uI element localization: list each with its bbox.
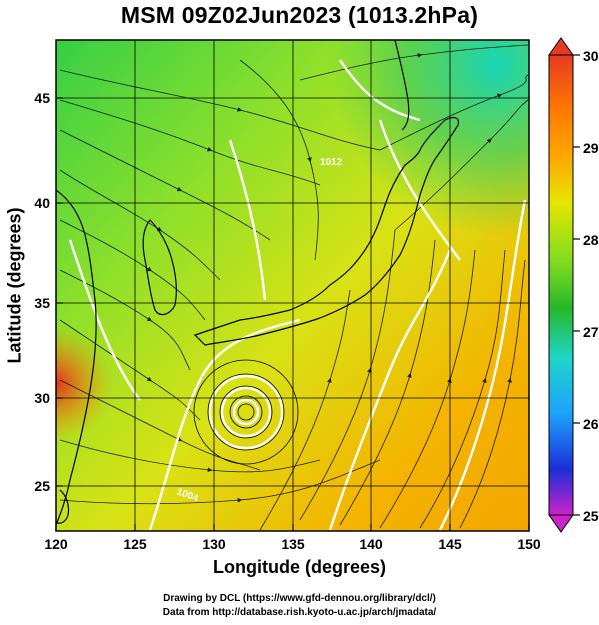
- colorbar-tick-label: 268: [583, 416, 599, 432]
- y-axis-label: Latitude (degrees): [4, 207, 25, 364]
- cyclone-swirl: [193, 359, 299, 465]
- lat-lon-grid: [56, 40, 529, 531]
- colorbar-tick-label: 308: [583, 48, 599, 64]
- x-tick-label: 130: [202, 536, 226, 552]
- colorbar: 308 298 288 278 268 258: [548, 37, 599, 533]
- taiwan-coastline: [56, 489, 70, 524]
- x-tick-label: 140: [359, 536, 383, 552]
- colorbar-tick-label: 288: [583, 232, 599, 248]
- x-axis-label: Longitude (degrees): [212, 557, 386, 577]
- colorbar-max-triangle: [548, 37, 574, 56]
- colorbar-tick-label: 258: [583, 508, 599, 524]
- korea-coastline: [142, 219, 178, 316]
- x-tick-label: 135: [281, 536, 305, 552]
- contour-label-1012: 1012: [320, 157, 343, 168]
- x-tick-label: 125: [123, 536, 147, 552]
- colorbar-tick-label: 278: [583, 324, 599, 340]
- x-tick-label: 150: [517, 536, 541, 552]
- colorbar-min-triangle: [548, 514, 574, 533]
- y-tick-label: 40: [34, 195, 50, 211]
- colorbar-tick-label: 298: [583, 140, 599, 156]
- y-tick-label: 30: [34, 390, 50, 406]
- y-tick-label: 25: [34, 478, 50, 494]
- map-panel: 1004 1012: [56, 40, 529, 531]
- x-tick-label: 145: [438, 536, 462, 552]
- map-title: MSM 09Z02Jun2023 (1013.2hPa): [120, 2, 479, 28]
- y-tick-label: 35: [34, 295, 50, 311]
- x-tick-label: 120: [44, 536, 68, 552]
- sakhalin-coastline: [394, 40, 410, 131]
- y-axis: 25 30 35 40 45: [34, 90, 63, 494]
- data-credit: Data from http://database.rish.kyoto-u.a…: [162, 607, 437, 618]
- colorbar-bar: [548, 54, 574, 516]
- drawing-credit: Drawing by DCL (https://www.gfd-dennou.o…: [163, 593, 436, 604]
- japan-coastline: [193, 116, 460, 346]
- y-tick-label: 45: [34, 90, 50, 106]
- china-coastline: [56, 189, 97, 526]
- x-axis: 120 125 130 135 140 145 150: [44, 524, 541, 552]
- coastlines: [56, 40, 460, 526]
